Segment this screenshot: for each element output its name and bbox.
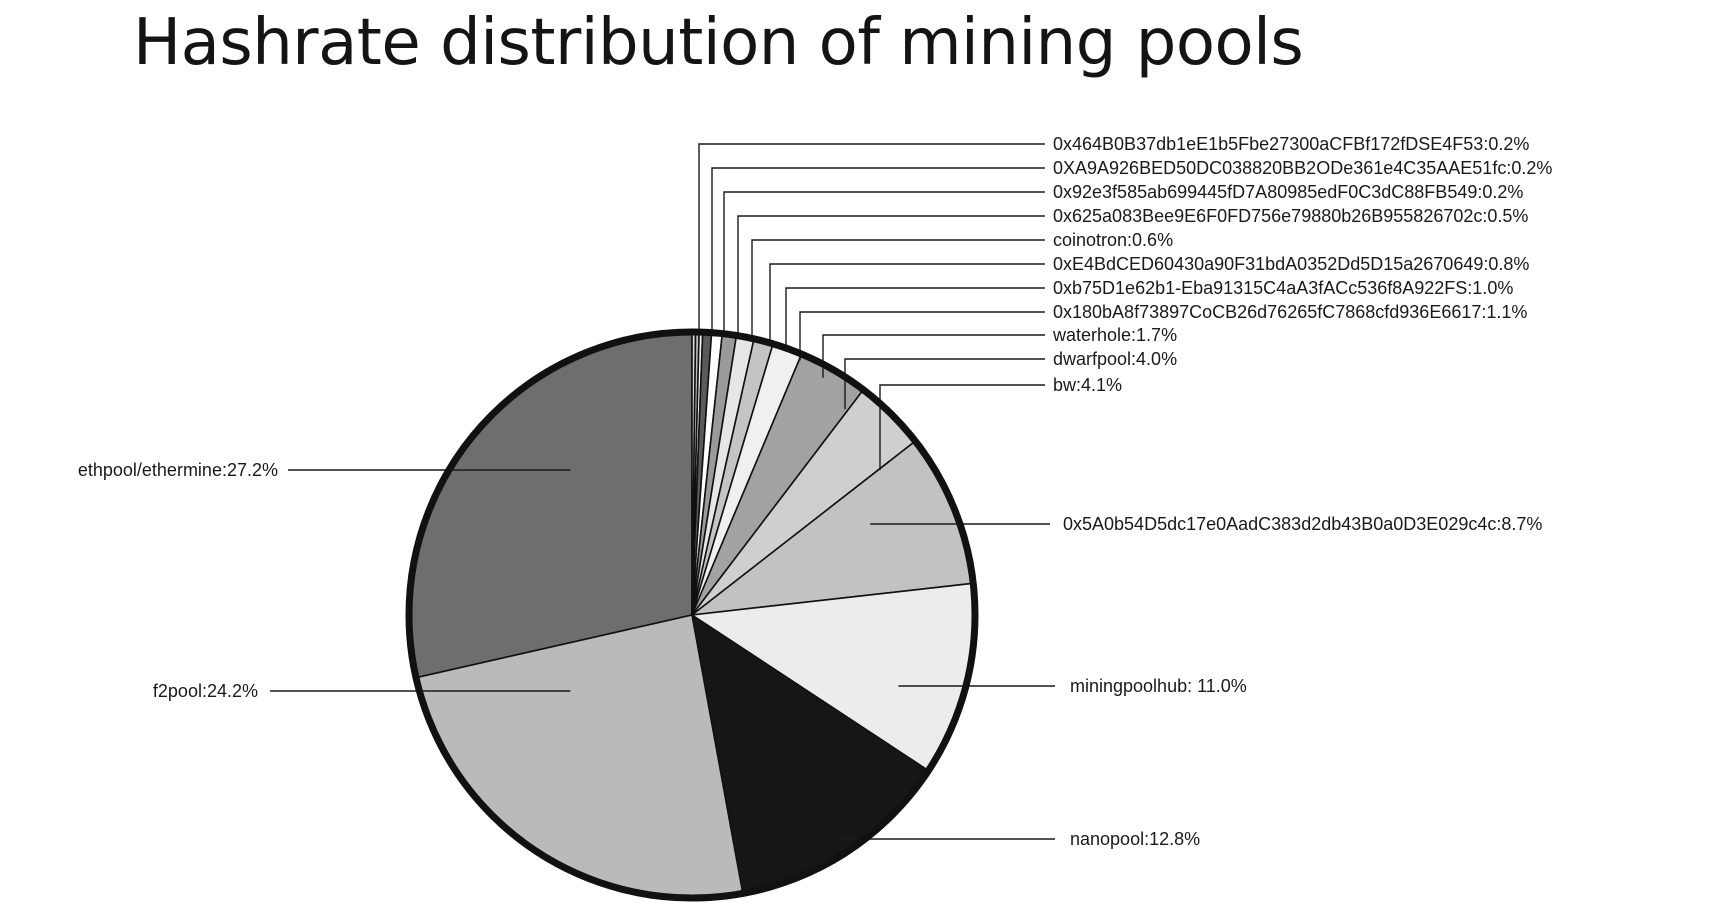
leader-line-dwarfpool <box>844 358 1045 410</box>
slice-label-coinotron: coinotron:0.6% <box>1053 230 1173 250</box>
slice-label-dwarfpool: dwarfpool:4.0% <box>1053 349 1177 369</box>
leader-line-0xe4bdced60430a90f31bda0352dd5d15a267064 <box>769 263 1045 346</box>
slice-label-0x625a083bee9e6f0fd756e79880b26b95582670: 0x625a083Bee9E6F0FD756e79880b26B95582670… <box>1053 206 1528 226</box>
leader-line-coinotron <box>751 239 1045 339</box>
slice-label-0x180ba8f73897cocb26d76265fc7868cfd936e6: 0x180bA8f73897CoCB26d76265fC7868cfd936E6… <box>1053 302 1527 322</box>
slice-label-ethpool-ethermine: ethpool/ethermine:27.2% <box>78 460 278 480</box>
slice-label-nanopool: nanopool:12.8% <box>1070 829 1200 849</box>
leader-line-0x180ba8f73897cocb26d76265fc7868cfd936e6 <box>799 311 1045 361</box>
slice-label-0x464b0b37db1ee1b5fbe27300acfbf172fdse4f: 0x464B0B37db1eE1b5Fbe27300aCFBf172fDSE4F… <box>1053 134 1529 154</box>
slice-label-0xe4bdced60430a90f31bda0352dd5d15a267064: 0xE4BdCED60430a90F31bdA0352Dd5D15a267064… <box>1053 254 1529 274</box>
leader-line-waterhole <box>822 334 1045 378</box>
slice-label-0x92e3f585ab699445fd7a80985edf0c3dc88fb5: 0x92e3f585ab699445fD7A80985edF0C3dC88FB5… <box>1053 182 1523 202</box>
slice-label-f2pool: f2pool:24.2% <box>153 681 258 701</box>
leader-line-0xb75d1e62b1-eba91315c4aa3facc536f8a922f <box>785 287 1045 351</box>
slice-label-0x5a0b54d5dc17e0aadc383d2db43b0a0d3e029c: 0x5A0b54D5dc17e0AadC383d2db43B0a0D3E029c… <box>1063 514 1542 534</box>
slice-labels: ethpool/ethermine:27.2% 0x464B0B37db1eE1b… <box>78 134 1552 849</box>
pie-border <box>405 328 979 902</box>
chart-title: Hashrate distribution of mining pools <box>133 6 1304 80</box>
leader-line-0x625a083bee9e6f0fd756e79880b26b95582670 <box>737 215 1045 336</box>
leader-line-0x92e3f585ab699445fd7a80985edf0c3dc88fb5 <box>723 191 1045 335</box>
leader-lines <box>270 143 1055 840</box>
slice-label-waterhole: waterhole:1.7% <box>1052 325 1177 345</box>
slice-label-miningpoolhub: miningpoolhub: 11.0% <box>1070 676 1247 696</box>
slice-label-bw: bw:4.1% <box>1053 375 1122 395</box>
leader-line-0x464b0b37db1ee1b5fbe27300acfbf172fdse4f <box>698 143 1045 335</box>
slice-label-0xb75d1e62b1-eba91315c4aa3facc536f8a922f: 0xb75D1e62b1-Eba91315C4aA3fACc536f8A922F… <box>1053 278 1513 298</box>
leader-line-bw <box>879 384 1045 471</box>
leader-line-0xa9a926bed50dc038820bb2ode361e4c35aae51 <box>711 167 1045 335</box>
slice-label-0xa9a926bed50dc038820bb2ode361e4c35aae51: 0XA9A926BED50DC038820BB2ODe361e4C35AAE51… <box>1053 158 1552 178</box>
